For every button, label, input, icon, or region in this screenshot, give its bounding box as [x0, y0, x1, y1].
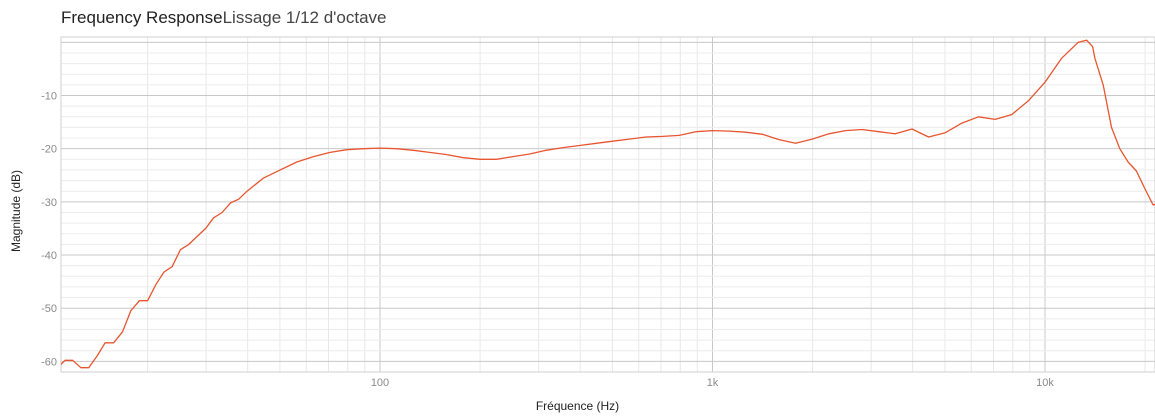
series-line-0: [61, 39, 1155, 369]
y-tick-label: -30: [41, 197, 57, 209]
x-axis-label: Fréquence (Hz): [535, 399, 620, 413]
tick-labels: -10 -20 -30 -40 -50 -60 100 1k 10k: [41, 90, 1054, 389]
y-tick-label: -20: [41, 144, 57, 156]
chart-title: Frequency Response: [61, 8, 223, 27]
y-tick-label: -40: [41, 250, 57, 262]
y-tick-label: -10: [41, 90, 57, 102]
series-layer: [61, 39, 1155, 369]
x-tick-label: 100: [371, 377, 389, 389]
x-tick-label: 1k: [707, 377, 719, 389]
y-axis-label: Magnitude (dB): [9, 169, 23, 252]
x-tick-label: 10k: [1036, 377, 1054, 389]
y-tick-label: -50: [41, 303, 57, 315]
y-tick-label: -60: [41, 356, 57, 368]
grid: [61, 37, 1155, 373]
plot-frame: [60, 36, 1155, 373]
chart-subtitle: Lissage 1/12 d'octave: [222, 8, 387, 27]
chart-title-row: Frequency ResponseLissage 1/12 d'octave: [61, 8, 387, 28]
